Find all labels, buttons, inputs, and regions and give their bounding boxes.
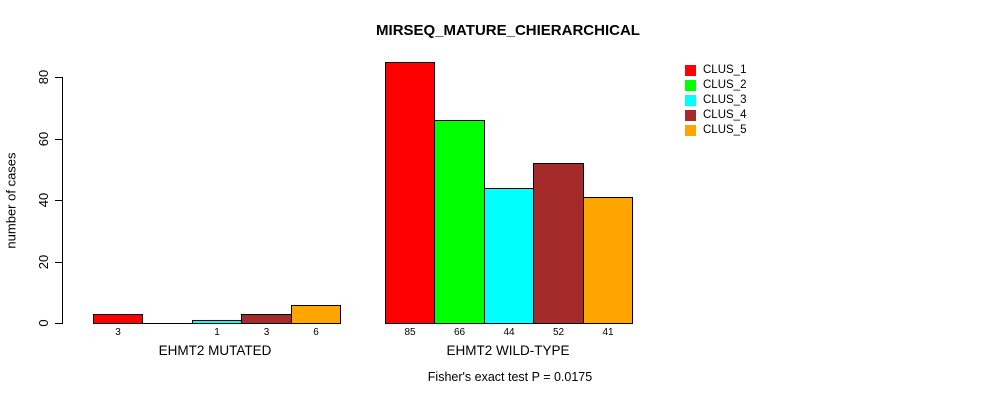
fisher-test-annotation: Fisher's exact test P = 0.0175 bbox=[427, 370, 593, 384]
y-axis-tick bbox=[55, 262, 62, 263]
legend-label: CLUS_3 bbox=[703, 94, 747, 106]
y-axis-tick-label: 20 bbox=[36, 254, 51, 270]
chart-title: MIRSEQ_MATURE_CHIERARCHICAL bbox=[376, 22, 640, 39]
bar-CLUS_4-wildtype bbox=[533, 163, 584, 324]
legend-swatch-CLUS_2 bbox=[685, 80, 696, 91]
legend-label: CLUS_5 bbox=[703, 124, 747, 136]
legend-swatch-CLUS_3 bbox=[685, 95, 696, 106]
legend-item-CLUS_4: CLUS_4 bbox=[685, 108, 746, 123]
bar-CLUS_2-wildtype bbox=[434, 120, 485, 324]
y-axis-line bbox=[62, 77, 63, 324]
bar-value-label: 3 bbox=[263, 327, 270, 338]
legend-swatch-CLUS_1 bbox=[685, 65, 696, 76]
bar-value-label: 44 bbox=[503, 327, 515, 338]
legend-label: CLUS_1 bbox=[703, 64, 747, 76]
bar-CLUS_3-wildtype bbox=[484, 188, 534, 324]
y-axis-label: number of cases bbox=[3, 152, 19, 249]
legend-item-CLUS_2: CLUS_2 bbox=[685, 78, 746, 93]
bar-value-label: 41 bbox=[602, 327, 614, 338]
y-axis-tick-label: 60 bbox=[36, 131, 51, 147]
y-axis-tick-label: 40 bbox=[36, 192, 51, 208]
bar-CLUS_5-mutated bbox=[291, 305, 341, 324]
bar-CLUS_5-wildtype bbox=[583, 197, 633, 324]
y-axis-tick bbox=[55, 139, 62, 140]
bar-CLUS_4-mutated bbox=[241, 314, 292, 324]
legend-swatch-CLUS_5 bbox=[685, 125, 696, 136]
bar-value-label: 1 bbox=[214, 327, 220, 338]
bar-value-label: 3 bbox=[115, 327, 121, 338]
bar-CLUS_1-wildtype bbox=[385, 62, 435, 324]
legend-label: CLUS_4 bbox=[703, 109, 747, 121]
bar-value-label: 6 bbox=[313, 327, 319, 338]
y-axis-tick-label: 0 bbox=[36, 319, 51, 327]
y-axis-tick bbox=[55, 200, 62, 201]
legend-item-CLUS_1: CLUS_1 bbox=[685, 63, 746, 78]
x-group-label-mutated: EHMT2 MUTATED bbox=[158, 343, 272, 358]
legend-label: CLUS_2 bbox=[703, 79, 747, 91]
legend-swatch-CLUS_4 bbox=[685, 110, 696, 121]
chart-legend: CLUS_1 CLUS_2 CLUS_3 CLUS_4 CLUS_5 bbox=[685, 63, 746, 138]
bar-value-label: 66 bbox=[453, 327, 466, 338]
legend-item-CLUS_5: CLUS_5 bbox=[685, 123, 746, 138]
bar-CLUS_1-mutated bbox=[93, 314, 143, 324]
y-axis-tick bbox=[55, 323, 62, 324]
bar-value-label: 85 bbox=[404, 327, 416, 338]
bar-CLUS_3-mutated bbox=[192, 320, 242, 324]
y-axis-tick bbox=[55, 77, 62, 78]
bar-CLUS_2-mutated-zero bbox=[142, 323, 193, 324]
x-group-label-wildtype: EHMT2 WILD-TYPE bbox=[446, 343, 570, 358]
bar-value-label: 52 bbox=[552, 327, 565, 338]
y-axis-tick-label: 80 bbox=[36, 69, 51, 85]
legend-item-CLUS_3: CLUS_3 bbox=[685, 93, 746, 108]
